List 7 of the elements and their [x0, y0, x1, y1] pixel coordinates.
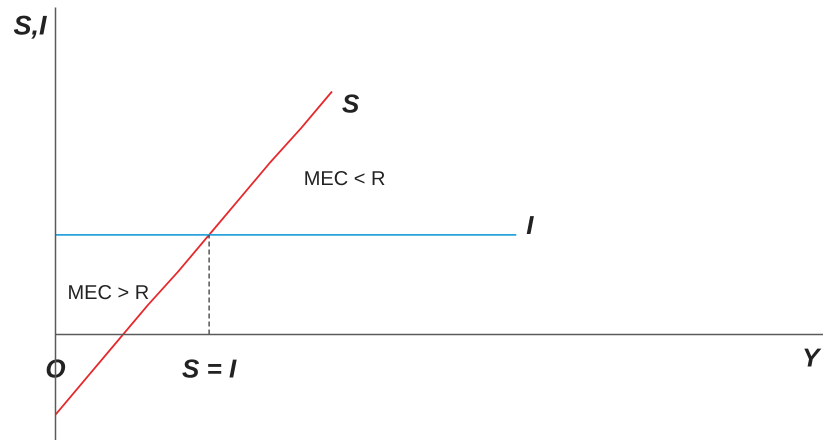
- series-label: I: [526, 210, 534, 240]
- series-label: S: [342, 88, 360, 119]
- y-axis-title: S,I: [13, 10, 47, 40]
- x-axis-title: Y: [802, 342, 822, 372]
- annotation: MEC > R: [67, 282, 150, 304]
- annotation: MEC < R: [304, 168, 386, 190]
- x-tick-label: S = I: [182, 353, 237, 384]
